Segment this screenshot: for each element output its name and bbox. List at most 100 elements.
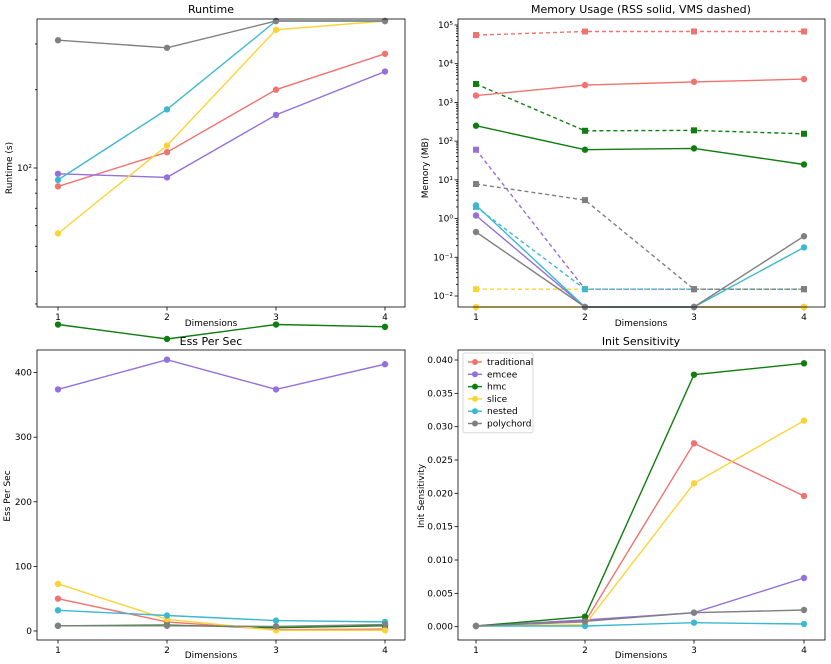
init-traditional-line [475,442,805,627]
x-tick-label: 3 [691,646,697,656]
runtime-ticks: 1 2 3 4 10² [17,43,388,323]
x-tick-label: 1 [55,646,61,656]
memory-nested-point [472,202,480,209]
memory-hmc-vms-line [475,83,805,135]
runtime-emcee-point [54,170,62,177]
ess-ylabel: Ess Per Sec [3,470,13,521]
ess-polychord-point [54,622,62,629]
runtime-polychord-point [163,44,171,51]
init-title: Init Sensitivity [602,335,681,348]
memory-polychord-vms-point [582,197,588,204]
ess-xlabel: Dimensions [185,651,238,661]
y-tick-label: 10¹ [438,176,453,186]
y-tick-label: 400 [15,369,32,379]
runtime-polychord-point [54,37,62,44]
memory-emcee-line [475,214,804,308]
runtime-title: Runtime [188,3,234,16]
runtime-traditional-point [163,149,171,156]
legend: traditional emcee hmc slice nested polychord [462,352,534,434]
ess-polychord-line [58,623,386,628]
memory-nested-vms-line [475,206,804,290]
runtime-hmc-point [272,321,280,328]
memory-traditional-vms-point [801,28,807,35]
y-tick-label: 10⁴ [438,60,453,70]
memory-hmc-line [475,125,805,166]
y-tick-label: 0.015 [427,523,453,533]
runtime-slice-point [272,26,280,34]
legend-marker-slice [472,395,478,402]
memory-ylabel: Memory (MB) [421,138,431,198]
y-tick-label: 10⁻² [433,292,453,302]
runtime-nested-point [163,106,171,113]
x-tick-label: 2 [582,646,588,656]
x-tick-label: 4 [801,313,807,323]
runtime-emcee-point [163,174,171,181]
memory-hmc-vms-point [582,127,588,134]
memory-hmc-vms-point [691,127,697,134]
runtime-nested-line [57,20,385,181]
ess-axes [36,349,406,641]
y-tick-label: 10³ [438,98,453,108]
x-tick-label: 1 [473,313,479,323]
init-slice-point [800,417,808,424]
runtime-axes [36,18,406,308]
memory-polychord-vms-point [473,181,479,188]
init-hmc-point [800,360,808,367]
runtime-traditional-point [272,86,280,93]
memory-axes [457,18,826,308]
legend-label-polychord: polychord [487,420,531,430]
memory-chart: Memory Usage (RSS solid, VMS dashed) Dim… [421,3,826,329]
ess-traditional-point [54,595,62,602]
runtime-traditional-line [57,53,386,188]
ess-nested-point [163,612,171,619]
memory-traditional-point [690,78,698,86]
init-nested-line [476,621,805,627]
memory-emcee-point [472,212,480,219]
y-tick-label: 0.035 [427,389,453,399]
x-tick-label: 1 [55,313,61,323]
ess-polychord-point [163,622,171,629]
init-nested-point [690,619,698,626]
runtime-ylabel: Runtime (s) [5,142,15,194]
ess-polychord-point [272,623,280,630]
y-tick-label: 10⁰ [438,215,453,225]
x-tick-label: 4 [801,646,807,656]
runtime-slice-line [57,20,386,235]
x-tick-label: 3 [273,646,279,656]
y-tick-label: 10⁵ [438,21,453,31]
memory-emcee-vms-point [473,146,479,153]
ess-slice-line [57,583,385,631]
y-tick-label: 0.040 [427,356,453,366]
y-tick-label: 0.020 [427,489,453,499]
init-polychord-point [472,622,480,630]
runtime-slice-point [54,230,62,237]
legend-box [462,352,534,434]
x-tick-label: 3 [691,313,697,323]
init-polychord-point [690,609,698,616]
runtime-chart: Runtime Dimensions Runtime (s) 1 2 3 4 10² [5,3,406,343]
y-tick-label: 0.010 [427,556,453,566]
init-slice-point [690,480,698,487]
memory-nested-point [800,244,808,251]
init-xlabel: Dimensions [615,651,668,661]
runtime-traditional-point [54,183,62,190]
init-traditional-point [690,440,698,447]
ess-title: Ess Per Sec [180,335,243,348]
y-tick-label: 10² [438,137,453,147]
init-ticks: 1 2 3 4 0.000 0.005 0.010 0.015 0.020 0.025 0.030 0… [427,356,807,656]
memory-xlabel: Dimensions [615,319,668,329]
init-hmc-point [581,613,589,620]
legend-label-nested: nested [487,407,518,417]
runtime-series [54,17,389,343]
memory-series [472,28,808,311]
memory-polychord-vms-point [801,286,807,293]
x-tick-label: 1 [473,646,479,656]
memory-polychord-point [472,228,480,236]
runtime-emcee-point [272,111,280,119]
init-chart: Init Sensitivity Dimensions Init Sensiti… [417,335,826,661]
memory-traditional-vms-line [475,30,804,36]
ess-nested-point [272,617,280,624]
runtime-emcee-point [381,68,389,75]
init-ylabel: Init Sensitivity [417,463,427,528]
y-tick-label: 200 [15,498,32,508]
